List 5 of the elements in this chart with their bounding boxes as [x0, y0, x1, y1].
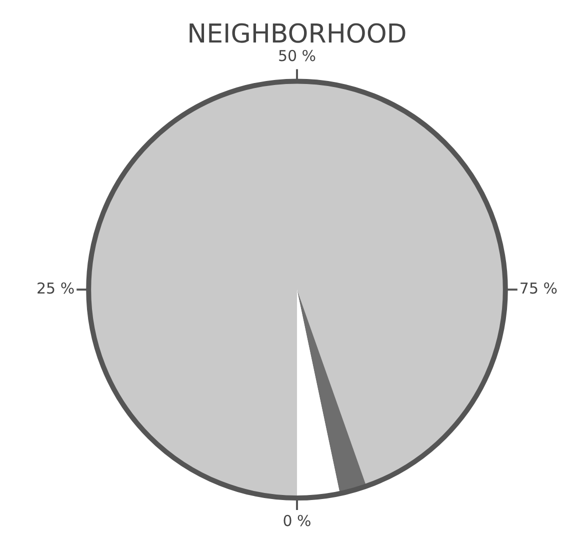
- text: 75 %: [519, 279, 558, 298]
- text: 25 %: [36, 279, 75, 298]
- text: 50 %: [278, 47, 316, 66]
- chart-title: NEIGHBORHOOD: [187, 19, 407, 50]
- text: 0 %: [282, 512, 312, 530]
